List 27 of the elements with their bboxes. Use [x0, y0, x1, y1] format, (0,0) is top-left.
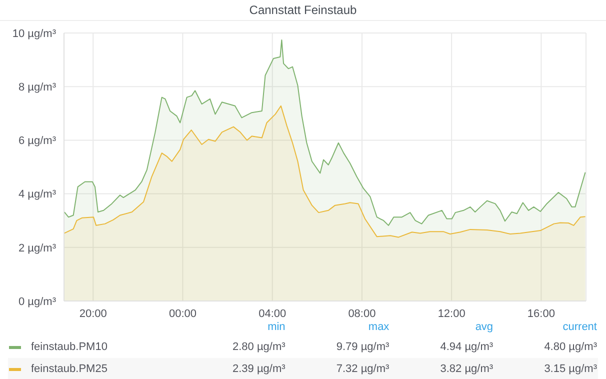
text: 2.80 µg/m³ — [232, 340, 286, 355]
text: min — [266, 320, 286, 335]
text: 4.94 µg/m³ — [439, 340, 494, 355]
y-tick-label: 0 µg/m³ — [18, 296, 56, 308]
text: current — [562, 320, 598, 335]
y-tick-label: 10 µg/m³ — [12, 28, 56, 40]
x-tick-label: 16:00 — [527, 308, 555, 320]
text: 4.80 µg/m³ — [543, 340, 598, 355]
text: 2.39 µg/m³ — [232, 362, 286, 377]
x-tick-label: 08:00 — [348, 308, 376, 320]
text: 9.79 µg/m³ — [335, 340, 390, 355]
text: max — [367, 320, 390, 335]
text: 7.32 µg/m³ — [335, 362, 390, 377]
legend-label: feinstaub.PM25 — [31, 363, 108, 375]
legend-label: feinstaub.PM10 — [31, 341, 108, 353]
text: avg — [474, 320, 494, 335]
text: 3.15 µg/m³ — [543, 362, 598, 377]
y-tick-label: 6 µg/m³ — [18, 135, 56, 148]
chart-title: Cannstatt Feinstaub — [0, 0, 606, 21]
x-tick-label: 20:00 — [79, 308, 107, 320]
x-tick-label: 12:00 — [438, 308, 466, 320]
x-tick-label: 00:00 — [168, 308, 197, 320]
y-tick-label: 4 µg/m³ — [18, 188, 56, 201]
y-tick-label: 8 µg/m³ — [18, 82, 56, 94]
y-tick-label: 2 µg/m³ — [18, 242, 56, 254]
text: 3.82 µg/m³ — [439, 362, 494, 377]
x-tick-label: 04:00 — [258, 308, 286, 320]
